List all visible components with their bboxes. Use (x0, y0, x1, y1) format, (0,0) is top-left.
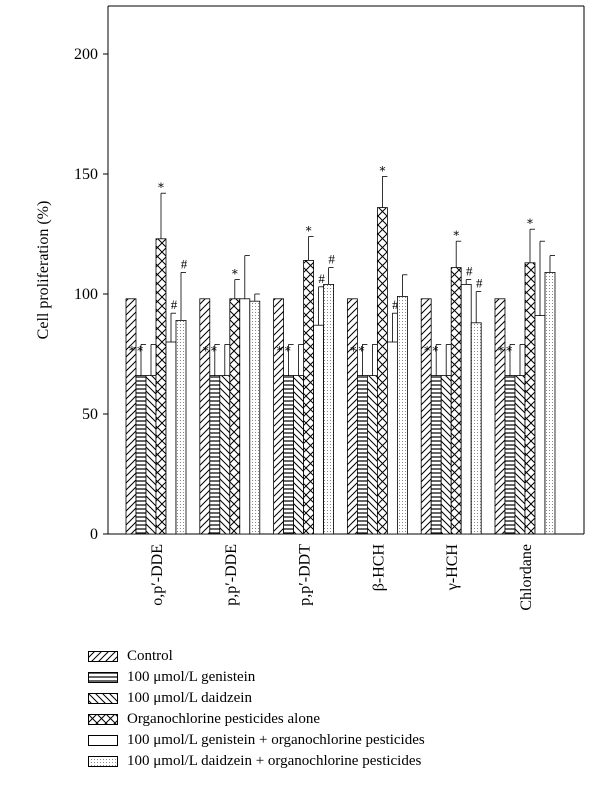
x-tick-label: β-HCH (370, 544, 387, 592)
legend-swatch (88, 714, 118, 725)
legend-label: 100 μmol/L daidzein + organochlorine pes… (127, 753, 422, 769)
bar (145, 375, 157, 535)
significance-marker: ∗∗ (275, 341, 291, 355)
bar (199, 298, 211, 535)
bar (283, 375, 294, 535)
bar (524, 262, 536, 535)
significance-marker: ∗∗ (423, 341, 439, 355)
bar (165, 341, 177, 535)
bar (239, 298, 251, 535)
y-tick-label: 150 (74, 166, 98, 183)
bar (356, 375, 368, 535)
bar (209, 375, 221, 535)
bar (313, 324, 324, 535)
bar (470, 322, 482, 535)
legend-item: 100 μmol/L daidzein + organochlorine pes… (88, 751, 425, 772)
legend-item: 100 μmol/L genistein (88, 667, 425, 688)
legend-label: 100 μmol/L genistein (127, 669, 256, 685)
bar (249, 300, 261, 535)
y-tick-label: 0 (90, 526, 98, 543)
significance-marker: ∗ (452, 226, 460, 240)
chart-legend: Control 100 μmol/L genistein 100 μmol/L da… (88, 646, 425, 772)
bar (420, 298, 432, 535)
significance-marker: # (181, 256, 188, 271)
bar (376, 207, 388, 535)
bar (504, 375, 516, 535)
y-axis-ticks: 0 50 100 150 200 (74, 46, 108, 543)
legend-label: Control (127, 648, 173, 664)
x-tick-label: γ-HCH (444, 544, 461, 592)
bar (386, 341, 398, 535)
significance-marker: ∗ (231, 265, 239, 279)
significance-marker: # (466, 264, 473, 279)
bar (125, 298, 137, 535)
x-axis-tick-labels: o,p′-DDE p,p′-DDE p,p′-DDT β-HCH γ-HCH Chlord… (149, 544, 535, 611)
legend-swatch (88, 672, 118, 683)
y-tick-label: 50 (82, 406, 98, 423)
significance-marker: # (171, 297, 178, 312)
bar (346, 298, 358, 535)
y-axis-label: Cell proliferation (%) (35, 201, 52, 340)
bar (514, 375, 526, 535)
legend-swatch (88, 651, 118, 662)
bar (440, 375, 452, 535)
x-tick-label: p,p′-DDE (223, 544, 240, 606)
significance-marker: ∗∗ (349, 341, 365, 355)
bar (450, 267, 462, 535)
bar (323, 283, 334, 535)
significance-marker: ∗∗ (128, 341, 144, 355)
bar (396, 295, 408, 535)
significance-marker: # (318, 271, 325, 286)
legend-label: Organochlorine pesticides alone (127, 711, 320, 727)
bar (219, 375, 231, 535)
bar (293, 375, 304, 535)
legend-item: Control (88, 646, 425, 667)
bar (303, 259, 314, 535)
bar (460, 283, 472, 535)
significance-marker: ∗∗ (202, 341, 218, 355)
x-tick-label: o,p′-DDE (149, 544, 166, 606)
bar (544, 271, 556, 535)
y-tick-label: 200 (74, 46, 98, 63)
significance-marker: ∗ (157, 178, 165, 192)
legend-swatch (88, 735, 118, 746)
legend-swatch (88, 756, 118, 767)
x-tick-label: p,p′-DDT (297, 544, 314, 606)
significance-marker: ∗ (305, 221, 313, 235)
legend-label: 100 μmol/L daidzein (127, 690, 252, 706)
bar (229, 298, 241, 535)
significance-marker: # (392, 297, 399, 312)
y-tick-label: 100 (74, 286, 98, 303)
bar (430, 375, 442, 535)
bar (155, 238, 167, 535)
legend-item: Organochlorine pesticides alone (88, 709, 425, 730)
bar (494, 298, 506, 535)
significance-marker: # (476, 276, 483, 291)
bar (366, 375, 378, 535)
x-tick-label: Chlordane (518, 544, 535, 611)
legend-swatch (88, 693, 118, 704)
significance-marker: ∗ (526, 214, 534, 228)
legend-item: 100 μmol/L genistein + organochlorine pe… (88, 730, 425, 751)
bar (534, 315, 546, 535)
bars: ∗∗∗##∗∗∗∗∗∗##∗∗∗#∗∗∗##∗∗∗ (125, 161, 556, 535)
bar (273, 298, 284, 535)
bar (135, 375, 147, 535)
significance-marker: ∗∗ (497, 341, 513, 355)
significance-marker: # (328, 252, 335, 267)
legend-item: 100 μmol/L daidzein (88, 688, 425, 709)
significance-marker: ∗ (378, 161, 386, 175)
bar (175, 319, 187, 535)
legend-label: 100 μmol/L genistein + organochlorine pe… (127, 732, 425, 748)
